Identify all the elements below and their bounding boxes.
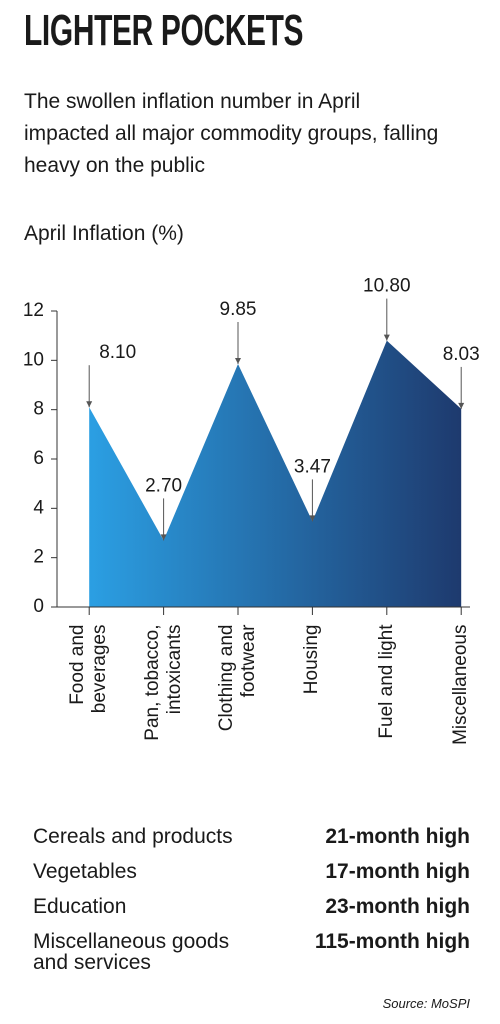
- y-tick-label: 8: [33, 399, 44, 420]
- x-tick-label: Clothing and footwear: [216, 624, 259, 732]
- highlight-value: 21-month high: [325, 825, 470, 848]
- y-tick-label: 2: [33, 547, 44, 568]
- value-label: 10.80: [363, 276, 411, 297]
- y-tick-label: 4: [33, 497, 44, 518]
- source: Source: MoSPI: [382, 996, 470, 1011]
- chart-title: LIGHTER POCKETS: [24, 6, 304, 55]
- x-tick-label: Fuel and light: [375, 624, 397, 739]
- leader-arrow: [458, 402, 465, 409]
- value-label: 8.03: [443, 344, 480, 365]
- highlight-value: 17-month high: [325, 860, 470, 883]
- value-label: 2.70: [145, 475, 182, 496]
- highlight-value: 115-month high: [314, 930, 470, 953]
- highlight-row: Cereals and products 21-month high: [33, 826, 470, 847]
- highlights-table: Cereals and products 21-month high Vegetab…: [33, 826, 470, 987]
- y-tick-label: 10: [23, 349, 44, 370]
- highlight-row: Miscellaneous goods and services 115-mont…: [33, 931, 470, 973]
- leader-arrow: [160, 534, 167, 541]
- highlight-label: Cereals and products: [33, 825, 233, 848]
- y-axis-label: April Inflation (%): [24, 222, 184, 245]
- x-tick-label: Food and beverages: [67, 624, 111, 714]
- value-label: 9.85: [220, 299, 257, 320]
- y-tick-label: 0: [33, 596, 44, 617]
- highlight-value: 23-month high: [325, 895, 470, 918]
- highlight-row: Vegetables 17-month high: [33, 861, 470, 882]
- x-tick-label: Pan, tobacco, intoxicants: [141, 624, 185, 741]
- y-tick-label: 6: [33, 448, 44, 469]
- x-tick-label: Miscellaneous: [450, 624, 472, 745]
- highlight-row: Education 23-month high: [33, 896, 470, 917]
- leader-arrow: [383, 334, 390, 341]
- y-tick-label: 12: [23, 300, 44, 321]
- x-tick-label: Housing: [301, 624, 323, 695]
- chart-subtitle: The swollen inflation number in April im…: [24, 90, 439, 177]
- leader-arrow: [235, 358, 241, 365]
- value-label: 3.47: [294, 456, 331, 477]
- highlight-label: Miscellaneous goods and services: [33, 930, 230, 974]
- leader-arrow: [309, 515, 316, 522]
- leader-arrow: [86, 401, 93, 408]
- value-label: 8.10: [99, 342, 136, 363]
- highlight-label: Education: [33, 895, 127, 918]
- area: [89, 340, 462, 607]
- highlight-label: Vegetables: [33, 860, 137, 883]
